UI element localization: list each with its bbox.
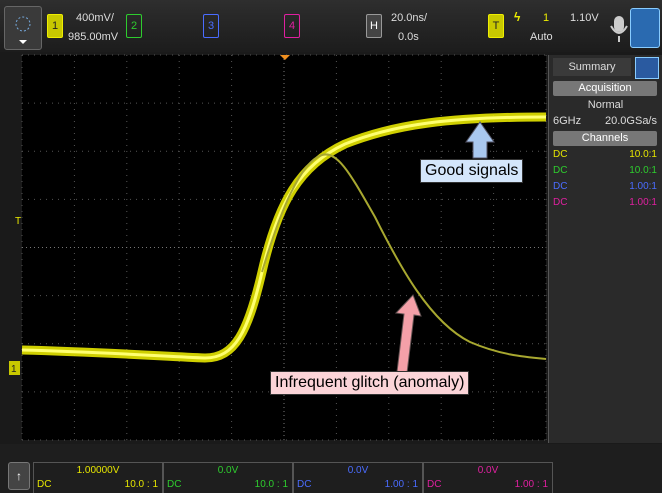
glitch-arrow	[394, 294, 422, 374]
ch1-scale: 400mV/	[76, 12, 114, 24]
ch3-settings[interactable]: 0.0V DC 1.00 : 1	[293, 462, 423, 493]
trigger-level-marker: T	[15, 216, 21, 227]
trigger-box[interactable]: T	[488, 14, 504, 38]
ground-marker	[9, 361, 20, 375]
channel-row: DC 1.00:1	[553, 197, 657, 208]
acquisition-mode: Normal	[587, 99, 624, 111]
probe: 1.00 : 1	[384, 479, 418, 490]
ch1-settings[interactable]: 1.00000V DC 10.0 : 1	[33, 462, 163, 493]
trigger-position-marker	[280, 55, 290, 60]
probe: 1.00:1	[629, 181, 657, 192]
coupling: DC	[37, 479, 52, 490]
probe: 1.00 : 1	[514, 479, 548, 490]
ch2-box[interactable]: 2	[126, 14, 142, 38]
mic-icon[interactable]	[608, 10, 630, 44]
offset: 0.0V	[477, 465, 499, 476]
acquisition-header: Acquisition	[553, 81, 657, 96]
good-annotation: Good signals	[420, 159, 524, 183]
channel-row: DC 1.00:1	[553, 181, 657, 192]
coupling: DC	[427, 479, 442, 490]
summary-tab[interactable]: Summary	[553, 58, 631, 76]
sample-rate: 20.0GSa/s	[605, 115, 657, 127]
coupling: DC	[297, 479, 312, 490]
ch2-settings[interactable]: 0.0V DC 10.0 : 1	[163, 462, 293, 493]
coupling: DC	[553, 181, 568, 192]
side-panel: Summary Acquisition Normal 6GHz 20.0GSa/s…	[548, 55, 662, 443]
menu-button[interactable]	[4, 6, 42, 50]
horizontal-scale: 20.0ns/	[391, 12, 428, 24]
offset: 0.0V	[347, 465, 369, 476]
display-button[interactable]	[630, 8, 660, 48]
trigger-source: 1	[543, 12, 550, 24]
probe: 10.0 : 1	[254, 479, 288, 490]
offset: 1.00000V	[76, 465, 120, 476]
ch3-box[interactable]: 3	[203, 14, 219, 38]
panel-icon[interactable]	[635, 57, 659, 79]
channel-row: DC 10.0:1	[553, 149, 657, 160]
acquisition-rate-row: 6GHz 20.0GSa/s	[553, 115, 657, 127]
bottom-bar	[0, 444, 662, 493]
trigger-edge-icon: ϟ	[514, 10, 521, 24]
coupling: DC	[553, 149, 568, 160]
bottom-arrow-button[interactable]: ↑	[8, 462, 30, 490]
trigger-mode: Auto	[530, 31, 553, 43]
ch4-box[interactable]: 4	[284, 14, 300, 38]
ch1-offset: 985.00mV	[68, 31, 119, 43]
coupling: DC	[553, 197, 568, 208]
probe: 10.0 : 1	[124, 479, 158, 490]
channels-header: Channels	[553, 131, 657, 146]
ch1-box[interactable]: 1	[47, 14, 63, 38]
waveform-glitch	[261, 153, 547, 360]
ground-marker-label: 1	[11, 364, 17, 375]
channel-row: DC 10.0:1	[553, 165, 657, 176]
good-arrow	[465, 121, 495, 159]
top-bar	[0, 0, 662, 52]
probe: 10.0:1	[629, 149, 657, 160]
bandwidth: 6GHz	[553, 115, 582, 127]
horizontal-delay: 0.0s	[398, 31, 419, 43]
probe: 1.00:1	[629, 197, 657, 208]
coupling: DC	[167, 479, 182, 490]
coupling: DC	[553, 165, 568, 176]
probe: 10.0:1	[629, 165, 657, 176]
offset: 0.0V	[217, 465, 239, 476]
ch4-settings[interactable]: 0.0V DC 1.00 : 1	[423, 462, 553, 493]
glitch-annotation: Infrequent glitch (anomaly)	[270, 371, 470, 395]
menu-icon	[15, 16, 31, 44]
horizontal-box[interactable]: H	[366, 14, 382, 38]
trigger-level: 1.10V	[570, 12, 599, 24]
